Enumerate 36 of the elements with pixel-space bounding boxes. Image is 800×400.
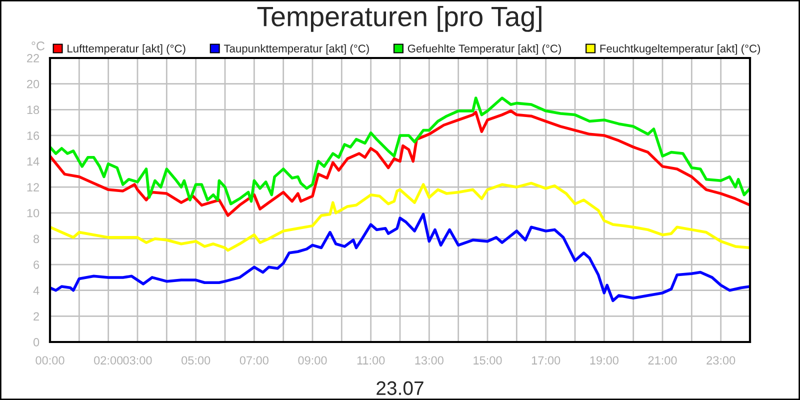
legend-label: Taupunkttemperatur [akt] (°C)	[224, 44, 369, 55]
line-series	[50, 182, 750, 252]
y-tick-label: 12	[27, 183, 39, 192]
x-tick-label: 05:00	[182, 356, 210, 365]
y-tick-label: 22	[27, 54, 39, 62]
line-series	[50, 110, 750, 217]
x-tick-label: 02:00	[94, 356, 123, 365]
y-tick-label: 2	[34, 312, 39, 320]
x-tick-label: 17:00	[532, 356, 560, 365]
y-tick-label: 16	[27, 131, 40, 140]
y-axis-title: °C	[32, 42, 45, 50]
x-tick-label: 03:00	[123, 356, 152, 365]
x-tick-label: 13:00	[415, 356, 444, 365]
legend-label: Lufttemperatur [akt] (°C)	[68, 44, 186, 55]
y-tick-label: 8	[34, 234, 40, 244]
x-tick-label: 09:00	[298, 356, 327, 365]
legend-label: Feuchtkugeltemperatur [akt] (°C)	[600, 44, 760, 55]
x-tick-label: 15:00	[474, 356, 502, 365]
chart-title: Temperaturen [pro Tag]	[257, 6, 542, 32]
x-tick-label: 23:00	[706, 356, 736, 365]
y-tick-label: 20	[27, 80, 40, 88]
y-tick-label: 14	[27, 157, 40, 166]
y-tick-label: 0	[33, 338, 40, 346]
y-tick-label: 6	[34, 260, 40, 269]
x-tick-label: 19:00	[590, 356, 618, 365]
legend-label: Gefuehlte Temperatur [akt] (°C)	[408, 44, 561, 55]
y-tick-label: 18	[27, 106, 40, 114]
x-tick-label: 07:00	[240, 356, 268, 365]
x-axis-title: 23.07	[376, 381, 424, 396]
x-tick-label: 21:00	[648, 356, 677, 365]
y-tick-label: 10	[27, 208, 40, 218]
y-tick-label: 4	[33, 286, 40, 295]
line-series	[50, 212, 750, 302]
x-tick-label: 11:00	[357, 356, 385, 365]
x-tick-label: 00:00	[36, 356, 64, 365]
line-series	[50, 96, 750, 206]
